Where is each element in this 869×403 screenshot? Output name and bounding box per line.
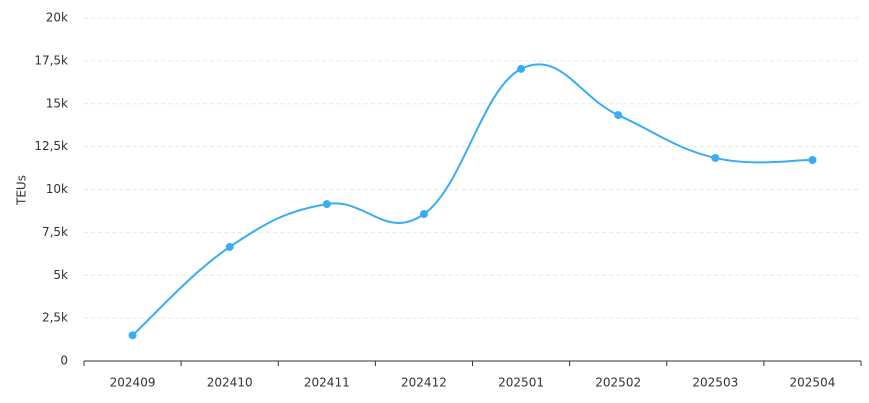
x-tick-label: 202504 [790,376,836,390]
x-tick-label: 202412 [401,376,447,390]
data-point [614,111,623,120]
data-point [225,242,234,251]
y-tick-label: 12,5k [34,139,68,153]
y-tick-label: 0 [60,354,68,368]
y-tick-label: 10k [46,182,68,196]
y-axis-label: TEUs [15,175,29,206]
x-tick-label: 202409 [110,376,156,390]
data-point [419,210,428,219]
x-tick-label: 202410 [207,376,253,390]
x-tick-label: 202503 [692,376,738,390]
y-tick-label: 7,5k [42,225,68,239]
data-point [322,200,331,209]
x-tick-label: 202502 [595,376,641,390]
x-tick-label: 202411 [304,376,350,390]
x-tick-label: 202501 [498,376,544,390]
y-tick-label: 5k [53,268,68,282]
y-tick-label: 17,5k [34,53,68,67]
series-line [131,63,813,337]
y-tick-label: 15k [46,96,68,110]
y-tick-label: 2,5k [42,311,68,325]
data-point [808,156,817,165]
y-tick-label: 20k [46,11,68,25]
data-point [128,331,137,340]
data-point [517,64,526,73]
data-point [711,153,720,162]
